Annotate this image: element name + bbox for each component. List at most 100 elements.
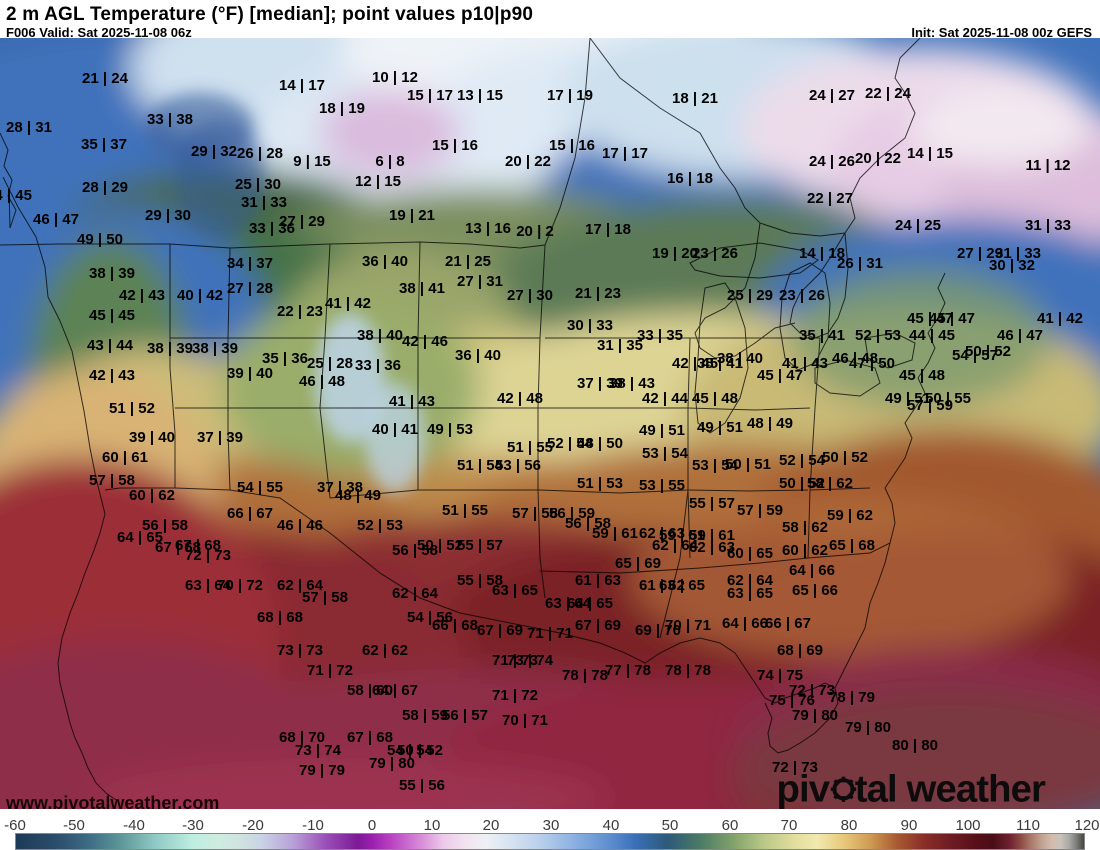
svg-text:47 | 50: 47 | 50: [849, 355, 895, 372]
svg-text:40 | 42: 40 | 42: [177, 287, 223, 304]
svg-text:29 | 30: 29 | 30: [145, 207, 191, 224]
svg-text:52 | 54: 52 | 54: [779, 452, 826, 469]
svg-text:18 | 19: 18 | 19: [319, 100, 365, 117]
svg-text:56 | 57: 56 | 57: [442, 707, 488, 724]
svg-text:49 | 50: 49 | 50: [77, 231, 123, 248]
svg-text:6 | 8: 6 | 8: [375, 153, 404, 170]
svg-text:78 | 79: 78 | 79: [829, 689, 875, 706]
svg-text:17 | 17: 17 | 17: [602, 145, 648, 162]
svg-text:33 | 36: 33 | 36: [355, 357, 401, 374]
svg-text:65 | 68: 65 | 68: [829, 537, 875, 554]
svg-text:9 | 15: 9 | 15: [293, 153, 331, 170]
svg-text:20 | 22: 20 | 22: [505, 153, 551, 170]
svg-text:12 | 15: 12 | 15: [355, 173, 401, 190]
svg-text:35 | 37: 35 | 37: [81, 136, 127, 153]
svg-text:14 | 15: 14 | 15: [907, 145, 953, 162]
svg-text:77 | 78: 77 | 78: [605, 662, 651, 679]
svg-text:64 | 67: 64 | 67: [372, 682, 418, 699]
svg-text:41 | 42: 41 | 42: [1037, 310, 1083, 327]
svg-text:49 | 51: 49 | 51: [697, 419, 743, 436]
svg-text:64 | 66: 64 | 66: [722, 615, 768, 632]
svg-text:22 | 24: 22 | 24: [865, 85, 912, 102]
svg-text:41 | 42: 41 | 42: [325, 295, 371, 312]
svg-text:62 | 63: 62 | 63: [689, 539, 735, 556]
svg-text:38 | 40: 38 | 40: [357, 327, 403, 344]
svg-text:21 | 24: 21 | 24: [82, 70, 129, 87]
svg-text:64 | 65: 64 | 65: [567, 595, 613, 612]
svg-text:54 | 55: 54 | 55: [237, 479, 283, 496]
svg-text:38 | 41: 38 | 41: [399, 280, 445, 297]
svg-text:53 | 54: 53 | 54: [642, 445, 689, 462]
svg-text:23 | 26: 23 | 26: [692, 245, 738, 262]
svg-text:19 | 21: 19 | 21: [389, 207, 435, 224]
svg-text:40 | 41: 40 | 41: [372, 421, 418, 438]
svg-text:67 | 68: 67 | 68: [175, 537, 221, 554]
svg-text:70 | 71: 70 | 71: [502, 712, 548, 729]
svg-text:28 | 31: 28 | 31: [6, 119, 52, 136]
svg-text:33 | 35: 33 | 35: [637, 327, 683, 344]
svg-text:68 | 69: 68 | 69: [777, 642, 823, 659]
svg-text:70 | 72: 70 | 72: [217, 577, 263, 594]
svg-text:71 | 72: 71 | 72: [492, 687, 538, 704]
svg-text:55 | 57: 55 | 57: [689, 495, 735, 512]
svg-text:27 | 30: 27 | 30: [507, 287, 553, 304]
svg-text:30 | 32: 30 | 32: [989, 257, 1035, 274]
svg-text:65 | 69: 65 | 69: [615, 555, 661, 572]
svg-text:44 | 45: 44 | 45: [0, 187, 32, 204]
svg-text:59 | 62: 59 | 62: [827, 507, 873, 524]
svg-text:45 | 47: 45 | 47: [757, 367, 803, 384]
svg-text:29 | 32: 29 | 32: [191, 143, 237, 160]
svg-text:53 | 55: 53 | 55: [639, 477, 685, 494]
svg-text:37 | 39: 37 | 39: [197, 429, 243, 446]
svg-text:52 | 53: 52 | 53: [855, 327, 901, 344]
svg-text:79 | 80: 79 | 80: [792, 707, 838, 724]
svg-text:62 | 62: 62 | 62: [362, 642, 408, 659]
svg-text:21 | 25: 21 | 25: [445, 253, 491, 270]
svg-text:22 | 27: 22 | 27: [807, 190, 853, 207]
svg-text:60 | 62: 60 | 62: [129, 487, 175, 504]
svg-text:48 | 49: 48 | 49: [335, 487, 381, 504]
svg-text:41 | 43: 41 | 43: [389, 393, 435, 410]
svg-text:73 | 74: 73 | 74: [507, 652, 554, 669]
svg-text:61 | 63: 61 | 63: [575, 572, 621, 589]
svg-text:49 | 51: 49 | 51: [639, 422, 685, 439]
svg-text:51 | 55: 51 | 55: [442, 502, 488, 519]
svg-text:53 | 56: 53 | 56: [495, 457, 541, 474]
svg-text:57 | 58: 57 | 58: [302, 589, 348, 606]
svg-text:65 | 66: 65 | 66: [792, 582, 838, 599]
svg-text:17 | 18: 17 | 18: [585, 221, 631, 238]
svg-text:49 | 53: 49 | 53: [427, 421, 473, 438]
svg-text:67 | 69: 67 | 69: [477, 622, 523, 639]
svg-text:36 | 40: 36 | 40: [455, 347, 501, 364]
svg-text:27 | 31: 27 | 31: [457, 273, 503, 290]
svg-text:43 | 44: 43 | 44: [87, 337, 134, 354]
svg-text:67 | 69: 67 | 69: [575, 617, 621, 634]
svg-text:38 | 39: 38 | 39: [192, 340, 238, 357]
svg-text:15 | 16: 15 | 16: [549, 137, 595, 154]
svg-text:42 | 43: 42 | 43: [119, 287, 165, 304]
svg-text:62 | 64: 62 | 64: [392, 585, 439, 602]
svg-text:58 | 62: 58 | 62: [807, 475, 853, 492]
svg-text:45 | 48: 45 | 48: [692, 390, 738, 407]
svg-text:63 | 65: 63 | 65: [492, 582, 538, 599]
svg-text:42 | 44: 42 | 44: [642, 390, 689, 407]
svg-text:30 | 33: 30 | 33: [567, 317, 613, 334]
svg-text:50 | 51: 50 | 51: [725, 456, 771, 473]
svg-text:55 | 56: 55 | 56: [399, 777, 445, 794]
svg-text:20 | 22: 20 | 22: [855, 150, 901, 167]
svg-text:48 | 49: 48 | 49: [747, 415, 793, 432]
svg-text:39 | 40: 39 | 40: [227, 365, 273, 382]
svg-text:tal weather: tal weather: [855, 771, 1046, 809]
svg-text:71 | 72: 71 | 72: [307, 662, 353, 679]
svg-text:42 | 43: 42 | 43: [89, 367, 135, 384]
svg-text:59 | 61: 59 | 61: [592, 525, 638, 542]
svg-text:24 | 27: 24 | 27: [809, 87, 855, 104]
svg-text:10 | 12: 10 | 12: [372, 69, 418, 86]
svg-text:28 | 29: 28 | 29: [82, 179, 128, 196]
svg-text:44 | 45: 44 | 45: [909, 327, 955, 344]
svg-text:45 | 48: 45 | 48: [899, 367, 945, 384]
svg-text:56 | 58: 56 | 58: [392, 542, 438, 559]
svg-text:63 | 65: 63 | 65: [727, 585, 773, 602]
svg-text:16 | 18: 16 | 18: [667, 170, 713, 187]
svg-text:26 | 28: 26 | 28: [237, 145, 283, 162]
